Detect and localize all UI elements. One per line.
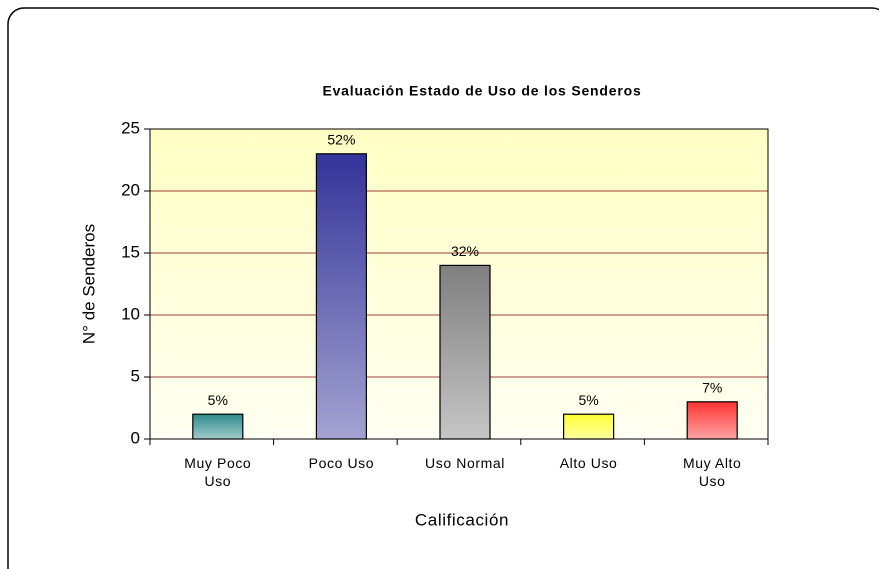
data-label: 5% xyxy=(578,392,598,408)
y-tick-label: 15 xyxy=(121,242,140,261)
bar xyxy=(439,264,491,440)
y-tick-label: 0 xyxy=(131,428,140,447)
data-label: 5% xyxy=(208,392,228,408)
x-axis-label: Calificación xyxy=(415,510,509,529)
bar xyxy=(562,413,615,440)
x-tick-label: Poco Uso xyxy=(308,455,375,471)
x-tick-label: Muy Poco Uso xyxy=(184,455,252,489)
y-axis-label: N° de Senderos xyxy=(79,224,98,344)
bar xyxy=(686,401,738,440)
bar xyxy=(315,153,367,440)
data-label: 7% xyxy=(702,380,722,396)
y-tick-label: 10 xyxy=(121,304,140,323)
x-tick-label: Uso Normal xyxy=(425,455,505,471)
y-tick-label: 25 xyxy=(121,118,140,137)
data-label: 52% xyxy=(327,132,355,148)
bar xyxy=(192,413,244,440)
y-tick-label: 5 xyxy=(131,366,140,385)
data-label: 32% xyxy=(451,243,479,259)
x-tick-label: Alto Uso xyxy=(559,455,618,471)
y-tick-label: 20 xyxy=(121,180,140,199)
x-tick-label: Muy Alto Uso xyxy=(682,455,742,489)
chart-title: Evaluación Estado de Uso de los Senderos xyxy=(322,83,641,99)
